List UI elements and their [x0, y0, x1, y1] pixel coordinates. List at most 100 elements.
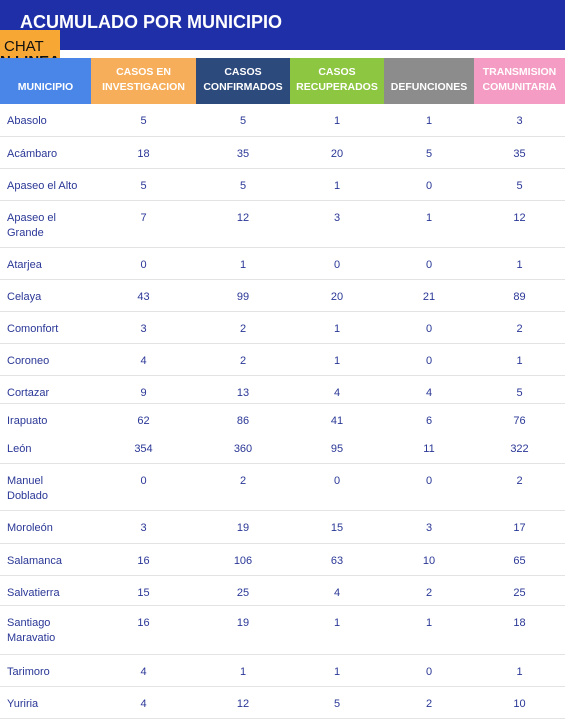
row-separator [0, 605, 565, 606]
case-count: 19 [236, 617, 250, 629]
column-header: TRANSMISION COMUNITARIA [474, 58, 565, 104]
case-count: 1 [333, 323, 341, 335]
case-count: 1 [425, 212, 433, 224]
case-count: 10 [422, 555, 436, 567]
case-count: 10 [513, 698, 526, 710]
municipio-name: Irapuato [7, 415, 48, 427]
case-count: 17 [513, 522, 526, 534]
case-count: 25 [236, 587, 250, 599]
case-count: 3 [140, 522, 147, 534]
case-count: 5 [333, 698, 341, 710]
municipio-name: Atarjea [7, 259, 42, 271]
row-separator [0, 403, 565, 404]
case-count: 86 [236, 415, 250, 427]
case-count: 4 [140, 355, 147, 367]
case-count: 0 [333, 475, 341, 487]
municipio-name: Apaseo el Grande [7, 212, 56, 239]
case-count: 1 [425, 115, 433, 127]
municipio-name: Moroleón [7, 522, 53, 534]
case-count: 354 [134, 443, 153, 455]
case-count: 63 [330, 555, 344, 567]
row-separator [0, 543, 565, 544]
header-bar [0, 0, 565, 50]
row-separator [0, 343, 565, 344]
municipio-name: Tarimoro [7, 666, 50, 678]
row-separator [0, 575, 565, 576]
case-count: 322 [510, 443, 529, 455]
case-count: 1 [516, 259, 523, 271]
case-count: 11 [423, 443, 435, 455]
case-count: 5 [239, 115, 247, 127]
case-count: 99 [236, 291, 250, 303]
page-title: ACUMULADO POR MUNICIPIO [20, 12, 282, 32]
municipio-name: Santiago Maravatio [7, 617, 56, 644]
row-separator [0, 200, 565, 201]
case-count: 5 [239, 180, 247, 192]
chat-label: CHAT [4, 38, 44, 55]
case-count: 5 [516, 387, 523, 399]
case-count: 43 [137, 291, 150, 303]
case-count: 1 [333, 617, 341, 629]
case-count: 1 [239, 259, 247, 271]
case-count: 0 [333, 259, 341, 271]
row-separator [0, 247, 565, 248]
case-count: 0 [140, 475, 147, 487]
case-count: 76 [513, 415, 526, 427]
case-count: 0 [425, 323, 433, 335]
case-count: 3 [516, 115, 523, 127]
case-count: 35 [236, 148, 250, 160]
case-count: 3 [333, 212, 341, 224]
row-separator [0, 686, 565, 687]
case-count: 4 [140, 666, 147, 678]
row-separator [0, 654, 565, 655]
case-count: 20 [330, 148, 344, 160]
case-count: 5 [425, 148, 433, 160]
case-count: 62 [137, 415, 150, 427]
case-count: 106 [233, 555, 253, 567]
column-header: CASOS RECUPERADOS [290, 58, 384, 104]
case-count: 12 [236, 212, 250, 224]
case-count: 1 [333, 666, 341, 678]
case-count: 4 [333, 587, 341, 599]
row-separator [0, 463, 565, 464]
case-count: 16 [137, 555, 150, 567]
case-count: 0 [425, 355, 433, 367]
municipio-name: Manuel Doblado [7, 475, 48, 502]
municipio-name: Salamanca [7, 555, 63, 567]
column-header: CASOS EN INVESTIGACION [91, 58, 196, 104]
case-count: 1 [333, 115, 341, 127]
case-count: 12 [513, 212, 526, 224]
case-count: 7 [140, 212, 147, 224]
case-count: 2 [239, 475, 247, 487]
case-count: 5 [140, 180, 147, 192]
case-count: 18 [137, 148, 150, 160]
case-count: 21 [422, 291, 436, 303]
case-count: 13 [236, 387, 250, 399]
case-count: 20 [330, 291, 344, 303]
column-header: CASOS CONFIRMADOS [196, 58, 290, 104]
case-count: 360 [233, 443, 253, 455]
case-count: 65 [513, 555, 526, 567]
column-header: DEFUNCIONES [384, 58, 474, 104]
case-count: 89 [513, 291, 526, 303]
row-separator [0, 311, 565, 312]
case-count: 0 [425, 475, 433, 487]
case-count: 15 [137, 587, 150, 599]
case-count: 4 [425, 387, 433, 399]
row-separator [0, 375, 565, 376]
case-count: 1 [333, 355, 341, 367]
row-separator [0, 510, 565, 511]
case-count: 95 [330, 443, 344, 455]
case-count: 1 [239, 666, 247, 678]
row-separator [0, 168, 565, 169]
case-count: 25 [513, 587, 526, 599]
case-count: 2 [239, 323, 247, 335]
row-separator [0, 136, 565, 137]
municipio-name: Abasolo [7, 115, 47, 127]
case-count: 2 [425, 587, 433, 599]
column-header: MUNICIPIO [0, 58, 91, 104]
municipio-name: Cortazar [7, 387, 50, 399]
case-count: 0 [425, 666, 433, 678]
case-count: 1 [425, 617, 433, 629]
